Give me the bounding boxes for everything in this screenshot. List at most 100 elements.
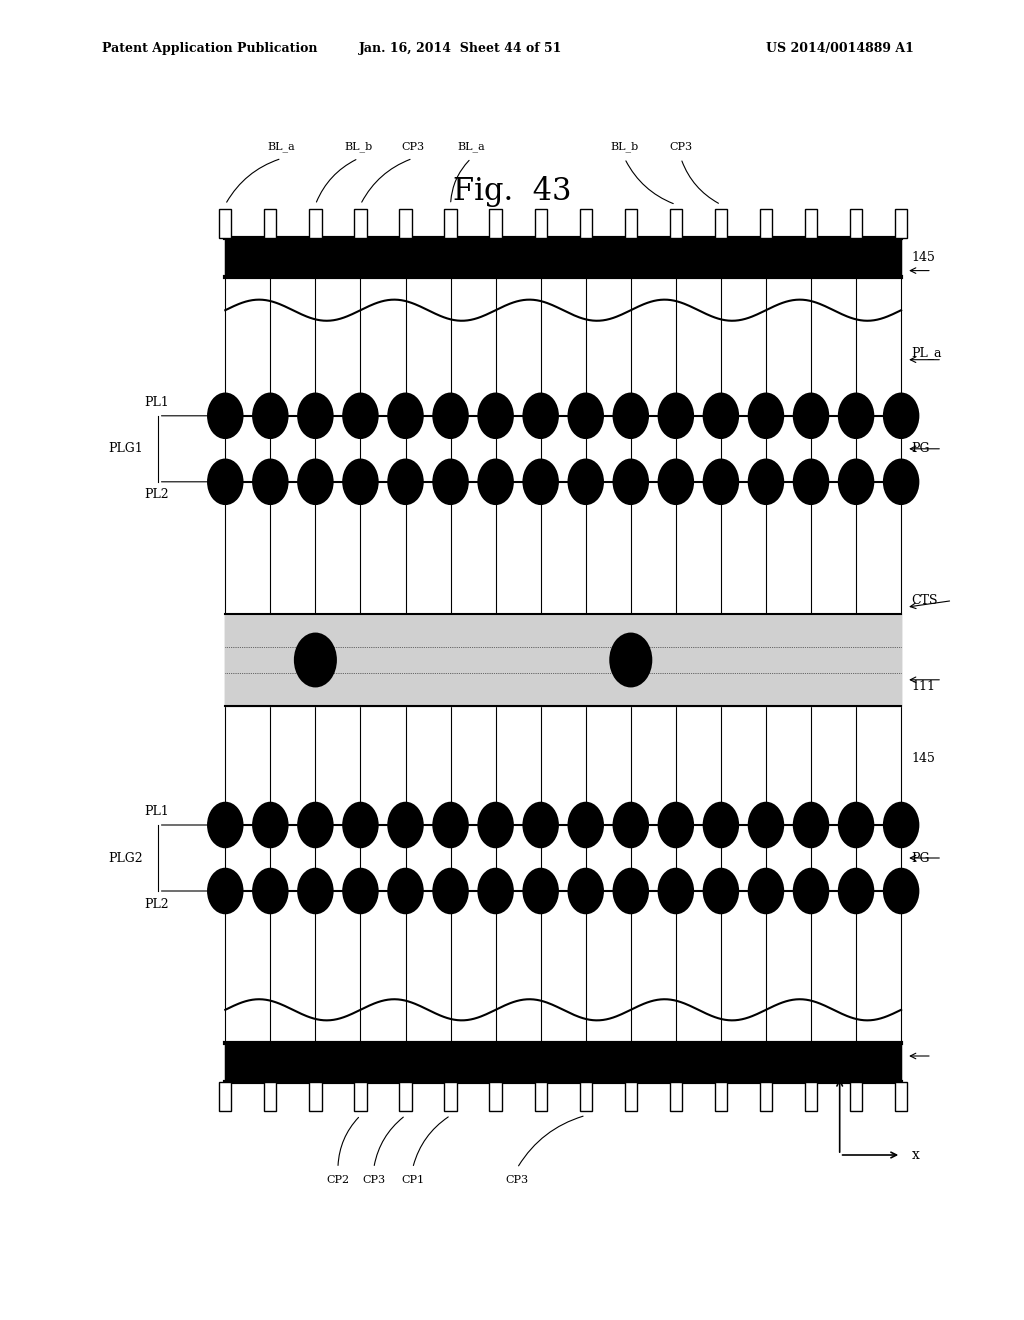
Circle shape <box>253 803 288 847</box>
Text: Jan. 16, 2014  Sheet 44 of 51: Jan. 16, 2014 Sheet 44 of 51 <box>359 42 562 55</box>
Circle shape <box>658 869 693 913</box>
Text: CTS: CTS <box>911 594 938 607</box>
Circle shape <box>749 459 783 504</box>
Text: US 2014/0014889 A1: US 2014/0014889 A1 <box>766 42 913 55</box>
Circle shape <box>749 393 783 438</box>
Bar <box>760 1082 772 1111</box>
Circle shape <box>749 869 783 913</box>
Circle shape <box>433 869 468 913</box>
Text: Patent Application Publication: Patent Application Publication <box>102 42 317 55</box>
Circle shape <box>839 393 873 438</box>
Bar <box>354 1082 367 1111</box>
Text: CP3: CP3 <box>506 1175 528 1185</box>
Circle shape <box>523 803 558 847</box>
Circle shape <box>388 869 423 913</box>
Circle shape <box>568 393 603 438</box>
Text: 145: 145 <box>911 752 935 766</box>
Circle shape <box>610 634 651 686</box>
Bar <box>580 1082 592 1111</box>
Circle shape <box>884 393 919 438</box>
Bar <box>354 209 367 238</box>
Text: BL_a: BL_a <box>267 141 296 152</box>
Circle shape <box>343 869 378 913</box>
Bar <box>399 209 412 238</box>
Circle shape <box>703 803 738 847</box>
Bar <box>535 1082 547 1111</box>
Circle shape <box>388 393 423 438</box>
Bar <box>580 209 592 238</box>
Circle shape <box>298 869 333 913</box>
Bar <box>850 1082 862 1111</box>
Bar <box>670 1082 682 1111</box>
Bar <box>535 209 547 238</box>
Bar <box>444 209 457 238</box>
Circle shape <box>208 869 243 913</box>
Bar <box>805 209 817 238</box>
Circle shape <box>568 803 603 847</box>
Text: PG: PG <box>911 442 930 455</box>
Circle shape <box>884 803 919 847</box>
Text: PL_a: PL_a <box>911 347 942 359</box>
Circle shape <box>478 869 513 913</box>
Circle shape <box>613 393 648 438</box>
Circle shape <box>794 459 828 504</box>
Text: PG: PG <box>911 851 930 865</box>
Circle shape <box>703 869 738 913</box>
Bar <box>219 1082 231 1111</box>
Circle shape <box>208 803 243 847</box>
Text: Fig.  43: Fig. 43 <box>453 176 571 207</box>
Circle shape <box>794 869 828 913</box>
Circle shape <box>884 459 919 504</box>
Bar <box>489 1082 502 1111</box>
Text: BL_b: BL_b <box>610 141 639 152</box>
Text: PLG1: PLG1 <box>109 442 143 455</box>
Bar <box>264 1082 276 1111</box>
Circle shape <box>478 803 513 847</box>
Circle shape <box>478 459 513 504</box>
Circle shape <box>523 459 558 504</box>
Text: 145: 145 <box>911 251 935 264</box>
Bar <box>850 209 862 238</box>
Circle shape <box>343 393 378 438</box>
Circle shape <box>478 393 513 438</box>
Circle shape <box>523 393 558 438</box>
Bar <box>399 1082 412 1111</box>
Text: CP3: CP3 <box>362 1175 385 1185</box>
Text: BL_a: BL_a <box>457 141 485 152</box>
Text: x: x <box>911 1148 920 1162</box>
Circle shape <box>703 459 738 504</box>
Circle shape <box>658 393 693 438</box>
Circle shape <box>298 393 333 438</box>
Circle shape <box>433 393 468 438</box>
Bar <box>805 1082 817 1111</box>
Circle shape <box>839 869 873 913</box>
Circle shape <box>658 459 693 504</box>
Text: CP3: CP3 <box>401 141 424 152</box>
Circle shape <box>295 634 336 686</box>
Circle shape <box>523 869 558 913</box>
Circle shape <box>749 803 783 847</box>
Bar <box>670 209 682 238</box>
Circle shape <box>613 803 648 847</box>
Circle shape <box>208 459 243 504</box>
Circle shape <box>298 803 333 847</box>
Bar <box>309 209 322 238</box>
Circle shape <box>343 803 378 847</box>
Text: CP1: CP1 <box>401 1175 424 1185</box>
Text: PL1: PL1 <box>144 396 169 409</box>
Circle shape <box>568 869 603 913</box>
Circle shape <box>703 393 738 438</box>
Bar <box>760 209 772 238</box>
Circle shape <box>298 459 333 504</box>
Circle shape <box>253 459 288 504</box>
Circle shape <box>388 803 423 847</box>
Circle shape <box>884 869 919 913</box>
Bar <box>715 209 727 238</box>
Circle shape <box>253 869 288 913</box>
Circle shape <box>253 393 288 438</box>
Text: CP2: CP2 <box>327 1175 349 1185</box>
Circle shape <box>839 459 873 504</box>
Text: CP3: CP3 <box>670 141 692 152</box>
Text: BL_b: BL_b <box>344 141 373 152</box>
Circle shape <box>433 803 468 847</box>
